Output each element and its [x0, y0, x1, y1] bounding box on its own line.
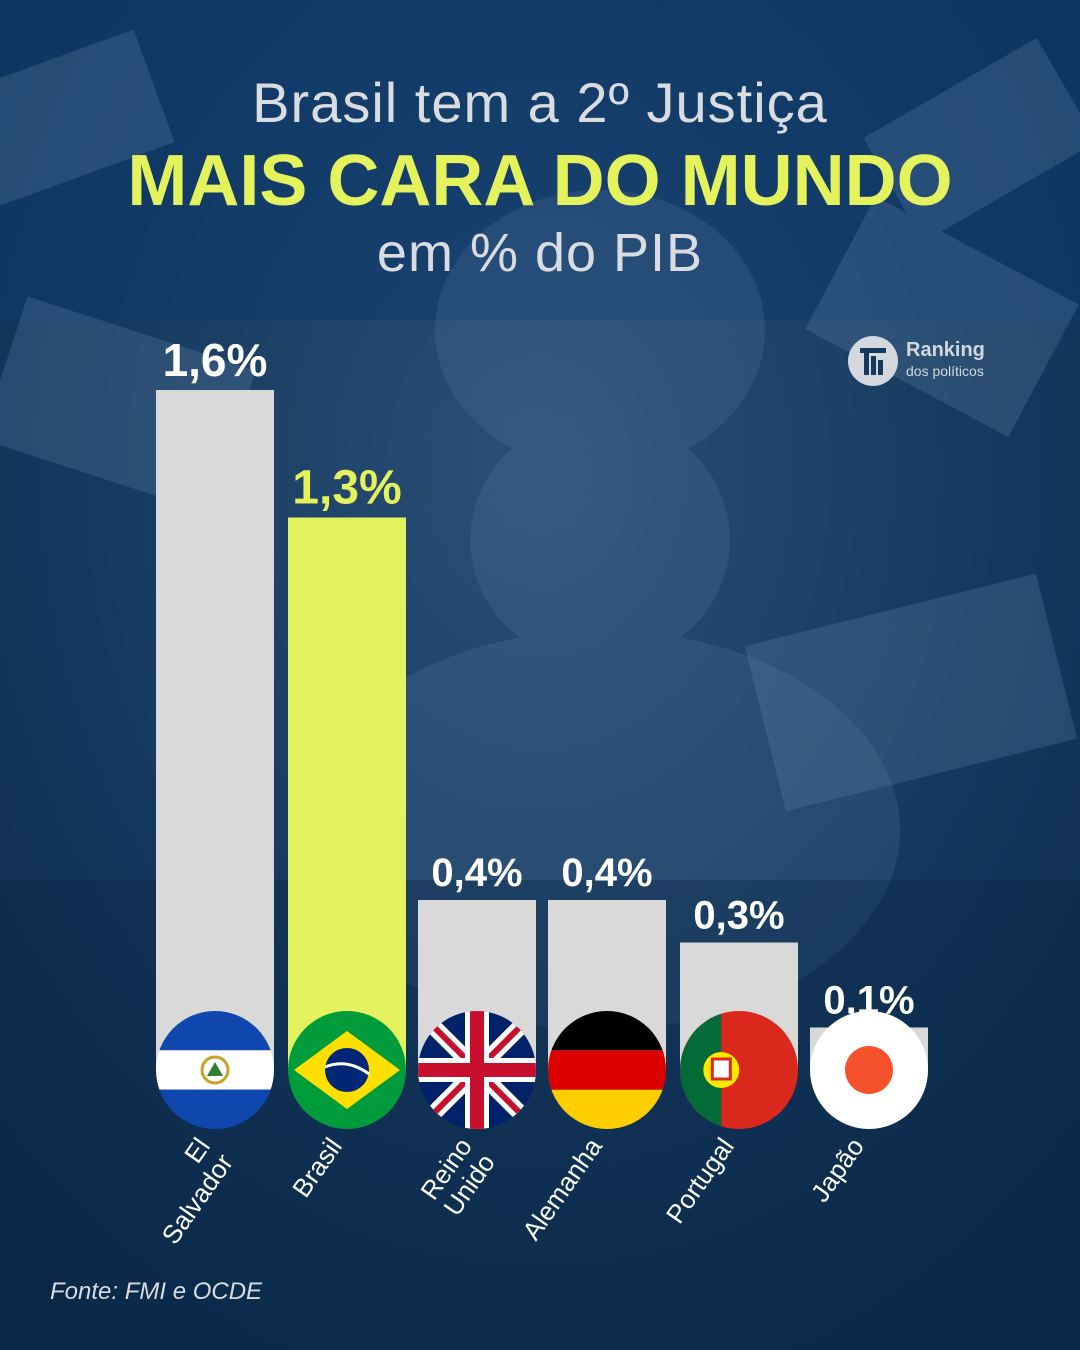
pillar-icon	[860, 348, 886, 375]
portugal-flag	[680, 1011, 798, 1129]
uk-flag	[418, 1011, 536, 1129]
bar-brasil	[288, 517, 406, 1070]
title-line-1: Brasil tem a 2º Justiça	[252, 71, 828, 134]
value-label: 0,3%	[693, 894, 784, 938]
logo-name: Ranking	[906, 339, 985, 361]
germany-flag	[548, 1011, 666, 1129]
category-label: Alemanha	[516, 1132, 608, 1246]
title-line-3: em % do PIB	[376, 223, 704, 283]
value-label: 1,6%	[163, 334, 268, 386]
source-note: Fonte: FMI e OCDE	[50, 1278, 263, 1305]
title-line-2: MAIS CARA DO MUNDO	[127, 141, 953, 221]
japan-flag	[810, 1011, 928, 1129]
value-label: 1,3%	[292, 462, 401, 515]
value-label: 0,4%	[561, 851, 652, 895]
value-label: 0,4%	[431, 851, 522, 895]
el-salvador-flag	[156, 1011, 274, 1129]
category-label: ReinoUnido	[414, 1132, 500, 1221]
category-label: Brasil	[286, 1132, 348, 1202]
ranking-logo: Ranking dos políticos	[848, 334, 1008, 386]
category-label: Portugal	[660, 1132, 740, 1229]
logo-subtitle: dos políticos	[906, 363, 984, 379]
bar-el-salvador	[156, 390, 274, 1070]
brazil-flag	[288, 1011, 406, 1129]
category-label: Japão	[805, 1132, 870, 1207]
category-label: ElSalvador	[132, 1132, 239, 1250]
